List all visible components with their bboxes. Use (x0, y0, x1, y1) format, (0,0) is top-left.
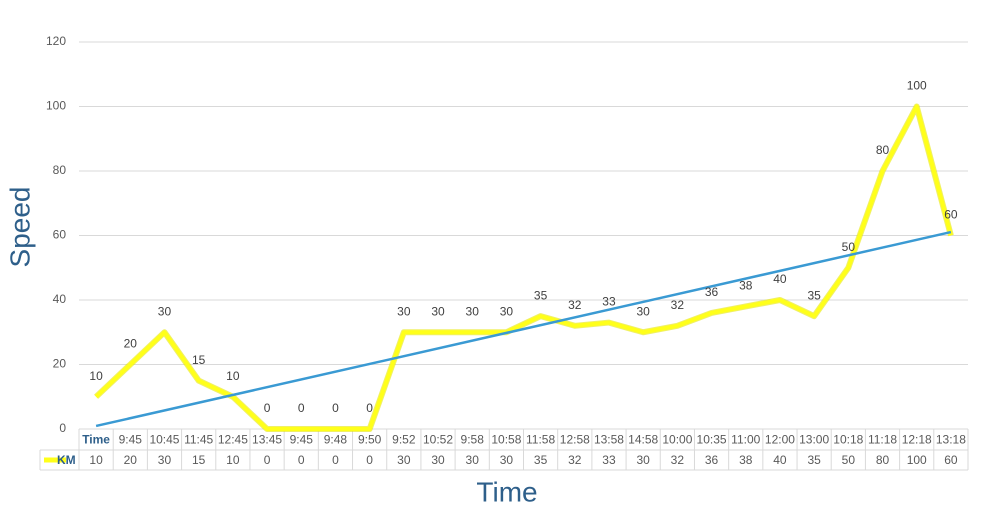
data-label: 38 (739, 279, 753, 293)
data-label: 35 (534, 288, 548, 302)
data-label: 80 (876, 143, 890, 157)
table-value: 35 (807, 453, 821, 467)
table-value: 60 (944, 453, 958, 467)
y-tick-label: 40 (53, 292, 67, 306)
x-tick-label: 9:58 (461, 433, 485, 447)
table-value: 36 (705, 453, 719, 467)
x-tick-label: 10:45 (149, 433, 179, 447)
table-value: 35 (534, 453, 548, 467)
x-tick-label: 9:52 (392, 433, 416, 447)
x-tick-label: 14:58 (628, 433, 658, 447)
y-tick-label: 80 (53, 163, 67, 177)
data-line (94, 104, 953, 431)
table-value: 32 (671, 453, 685, 467)
x-tick-label: 10:00 (662, 433, 692, 447)
table-value: 38 (739, 453, 753, 467)
table-value: 10 (89, 453, 103, 467)
data-label: 30 (431, 304, 445, 318)
data-label: 15 (192, 353, 206, 367)
table-value: 30 (397, 453, 411, 467)
y-axis-title: Speed (4, 187, 35, 268)
table-value: 50 (842, 453, 856, 467)
x-tick-label: 10:18 (833, 433, 863, 447)
x-tick-label: 12:18 (902, 433, 932, 447)
data-label: 30 (636, 304, 650, 318)
x-tick-label: 13:00 (799, 433, 829, 447)
table-value: 30 (431, 453, 445, 467)
data-label: 40 (773, 272, 787, 286)
table-value: 32 (568, 453, 582, 467)
x-tick-label: 9:45 (290, 433, 314, 447)
data-line (94, 103, 954, 432)
data-label: 30 (158, 304, 172, 318)
x-tick-label: 13:45 (252, 433, 282, 447)
x-tick-label: 9:48 (324, 433, 348, 447)
table-value: 20 (124, 453, 138, 467)
y-tick-label: 100 (46, 99, 66, 113)
data-label: 30 (500, 304, 514, 318)
x-tick-label: 11:18 (868, 433, 897, 447)
data-label: 0 (264, 401, 271, 415)
table-value: 30 (158, 453, 172, 467)
x-tick-label: Time (82, 433, 110, 447)
table-value: 10 (226, 453, 240, 467)
data-label: 30 (397, 304, 411, 318)
table-value: 100 (907, 453, 927, 467)
table-value: 33 (602, 453, 616, 467)
table-value: 80 (876, 453, 890, 467)
data-label: 32 (671, 298, 685, 312)
data-label: 36 (705, 285, 719, 299)
x-tick-label: 9:50 (358, 433, 382, 447)
x-tick-label: 9:45 (119, 433, 143, 447)
x-tick-label: 11:45 (184, 433, 213, 447)
table-value: 30 (500, 453, 514, 467)
table-value: 30 (636, 453, 650, 467)
data-label: 50 (842, 240, 856, 254)
data-label: 32 (568, 298, 582, 312)
data-label: 0 (332, 401, 339, 415)
data-label: 10 (89, 369, 103, 383)
data-label: 60 (944, 208, 958, 222)
data-label: 10 (226, 369, 240, 383)
table-value: 0 (366, 453, 373, 467)
trendline (95, 230, 952, 428)
data-label: 0 (366, 401, 373, 415)
table-value: 30 (466, 453, 480, 467)
data-label: 33 (602, 295, 616, 309)
x-tick-label: 13:58 (594, 433, 624, 447)
table-value: 0 (298, 453, 305, 467)
x-tick-label: 11:00 (731, 433, 760, 447)
x-tick-label: 13:18 (936, 433, 966, 447)
table-value: 0 (264, 453, 271, 467)
x-tick-label: 10:58 (491, 433, 521, 447)
table-value: 15 (192, 453, 206, 467)
x-tick-label: 10:52 (423, 433, 453, 447)
y-tick-label: 0 (59, 421, 66, 435)
y-tick-label: 120 (46, 34, 66, 48)
x-tick-label: 11:58 (526, 433, 555, 447)
table-value: 40 (773, 453, 787, 467)
data-label: 0 (298, 401, 305, 415)
data-label: 100 (907, 79, 927, 93)
data-label: 30 (466, 304, 480, 318)
x-tick-label: 12:58 (560, 433, 590, 447)
y-tick-label: 20 (53, 357, 67, 371)
table-value: 0 (332, 453, 339, 467)
data-label: 35 (807, 288, 821, 302)
x-tick-label: 12:00 (765, 433, 795, 447)
y-tick-label: 60 (53, 228, 67, 242)
data-label: 20 (124, 337, 138, 351)
x-tick-label: 12:45 (218, 433, 248, 447)
x-tick-label: 10:35 (697, 433, 727, 447)
legend-label: KM (57, 453, 76, 467)
x-axis-title: Time (476, 476, 537, 507)
